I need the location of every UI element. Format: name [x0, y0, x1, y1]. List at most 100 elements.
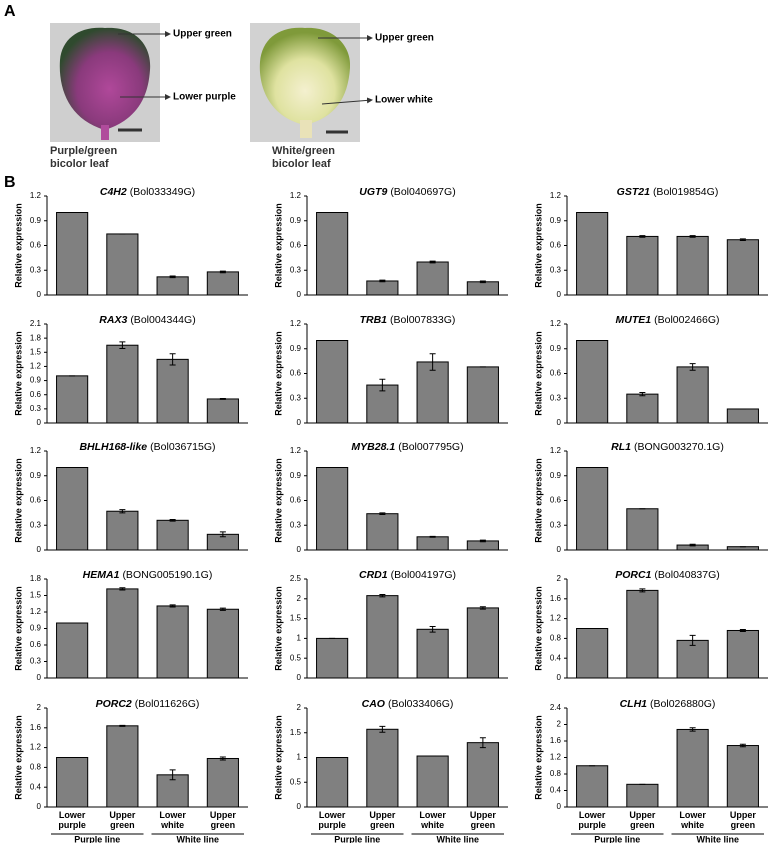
bar: [206, 271, 239, 296]
bar: [726, 408, 759, 424]
bar: [316, 340, 349, 424]
y-tick-label: 0: [37, 545, 42, 554]
y-tick-label: 0: [37, 802, 42, 811]
y-tick-label: 0.5: [290, 777, 302, 786]
bar: [626, 235, 659, 296]
title-gene: UGT9: [359, 186, 387, 198]
error-bar: [379, 279, 386, 283]
caption: bicolor leaf: [50, 158, 109, 170]
bar: [576, 467, 609, 551]
title-gene: CRD1: [359, 569, 388, 581]
bar: [466, 742, 499, 808]
y-tick-label: 1.6: [550, 594, 562, 603]
y-tick-label: 0: [557, 673, 562, 682]
y-tick-label: 0.8: [30, 763, 42, 772]
arrow: [321, 97, 373, 105]
x-tick-label: Lower purple: [318, 810, 346, 830]
error-bar: [429, 353, 436, 371]
bar: [726, 745, 759, 808]
y-tick-label: 1.2: [290, 446, 302, 455]
y-tick-label: 2.1: [30, 319, 42, 328]
bar: [676, 235, 709, 296]
error-bar: [479, 539, 486, 543]
y-axis-label: Relative expression: [273, 715, 283, 800]
x-tick-label: Lower purple: [58, 810, 86, 830]
y-tick-label: 0.4: [30, 782, 42, 791]
y-tick-label: 0.3: [550, 265, 562, 274]
bar: [206, 608, 239, 679]
bar: [366, 728, 399, 808]
error-bar: [689, 634, 696, 646]
title-gene: BHLH168-like: [79, 441, 147, 453]
x-tick-label: Upper green: [629, 810, 656, 830]
group-label: Purple line: [594, 834, 640, 843]
y-tick-label: 0.6: [290, 241, 302, 250]
y-tick-label: 0.5: [290, 653, 302, 662]
y-tick-label: 1.2: [550, 753, 562, 762]
error-bar: [219, 270, 226, 274]
y-axis-label: Relative expression: [273, 458, 283, 543]
bar: [416, 536, 449, 551]
y-tick-label: 0.8: [550, 634, 562, 643]
chart-title: TRB1 (Bol007833G): [360, 314, 456, 326]
y-tick-label: 0.3: [30, 265, 42, 274]
group-label: White line: [177, 834, 220, 843]
y-tick-label: 0: [557, 545, 562, 554]
caption: Purple/green: [50, 145, 118, 157]
bar: [416, 261, 449, 296]
y-tick-label: 0.6: [550, 369, 562, 378]
y-tick-label: 2: [297, 703, 302, 712]
bar: [106, 510, 139, 551]
error-bar: [169, 353, 176, 366]
bar: [56, 757, 89, 808]
chart-title: UGT9 (Bol040697G): [359, 186, 455, 198]
y-tick-label: 1.2: [30, 446, 42, 455]
y-tick-label: 0: [297, 418, 302, 427]
leaf-stem: [300, 120, 312, 138]
group-label: White line: [437, 834, 480, 843]
error-bar: [639, 391, 646, 397]
bar: [106, 344, 139, 424]
title-id: (Bol011626G): [135, 698, 200, 710]
bar: [576, 212, 609, 296]
y-tick-label: 1: [297, 753, 302, 762]
bar: [466, 540, 499, 551]
y-axis-label: Relative expression: [13, 331, 23, 416]
y-tick-label: 1.2: [30, 191, 42, 200]
title-gene: PORC2: [96, 698, 132, 710]
y-tick-label: 0.6: [550, 496, 562, 505]
y-tick-label: 0: [297, 673, 302, 682]
y-axis-label: Relative expression: [13, 458, 23, 543]
chart-title: C4H2 (Bol033349G): [100, 186, 195, 198]
y-axis-label: Relative expression: [533, 458, 543, 543]
error-bar: [119, 341, 126, 350]
chart-title: PORC1 (Bol040837G): [615, 569, 720, 581]
error-bar: [429, 260, 436, 264]
error-bar: [429, 626, 436, 633]
title-gene: CAO: [362, 698, 385, 710]
error-bar: [479, 606, 486, 610]
y-tick-label: 0.3: [30, 520, 42, 529]
error-bar: [689, 235, 696, 238]
bar: [206, 398, 239, 424]
title-gene: PORC1: [615, 569, 651, 581]
bar: [416, 628, 449, 679]
y-tick-label: 0.9: [550, 216, 562, 225]
y-axis-label: Relative expression: [273, 586, 283, 671]
title-id: (Bol033406G): [388, 698, 453, 710]
y-tick-label: 2.4: [550, 703, 562, 712]
bar: [626, 508, 659, 551]
x-tick-label: Upper green: [210, 810, 237, 830]
y-tick-label: 2: [297, 594, 302, 603]
y-axis-label: Relative expression: [533, 203, 543, 288]
y-tick-label: 0.6: [30, 640, 42, 649]
y-tick-label: 1.6: [550, 736, 562, 745]
error-bar: [479, 280, 486, 284]
x-tick-label: Upper green: [109, 810, 136, 830]
leaf-stem: [101, 125, 109, 140]
bar: [316, 467, 349, 551]
annotation: Upper green: [375, 33, 434, 44]
annotation: Upper green: [173, 29, 232, 40]
x-tick-label: Upper green: [730, 810, 757, 830]
bar: [316, 212, 349, 296]
